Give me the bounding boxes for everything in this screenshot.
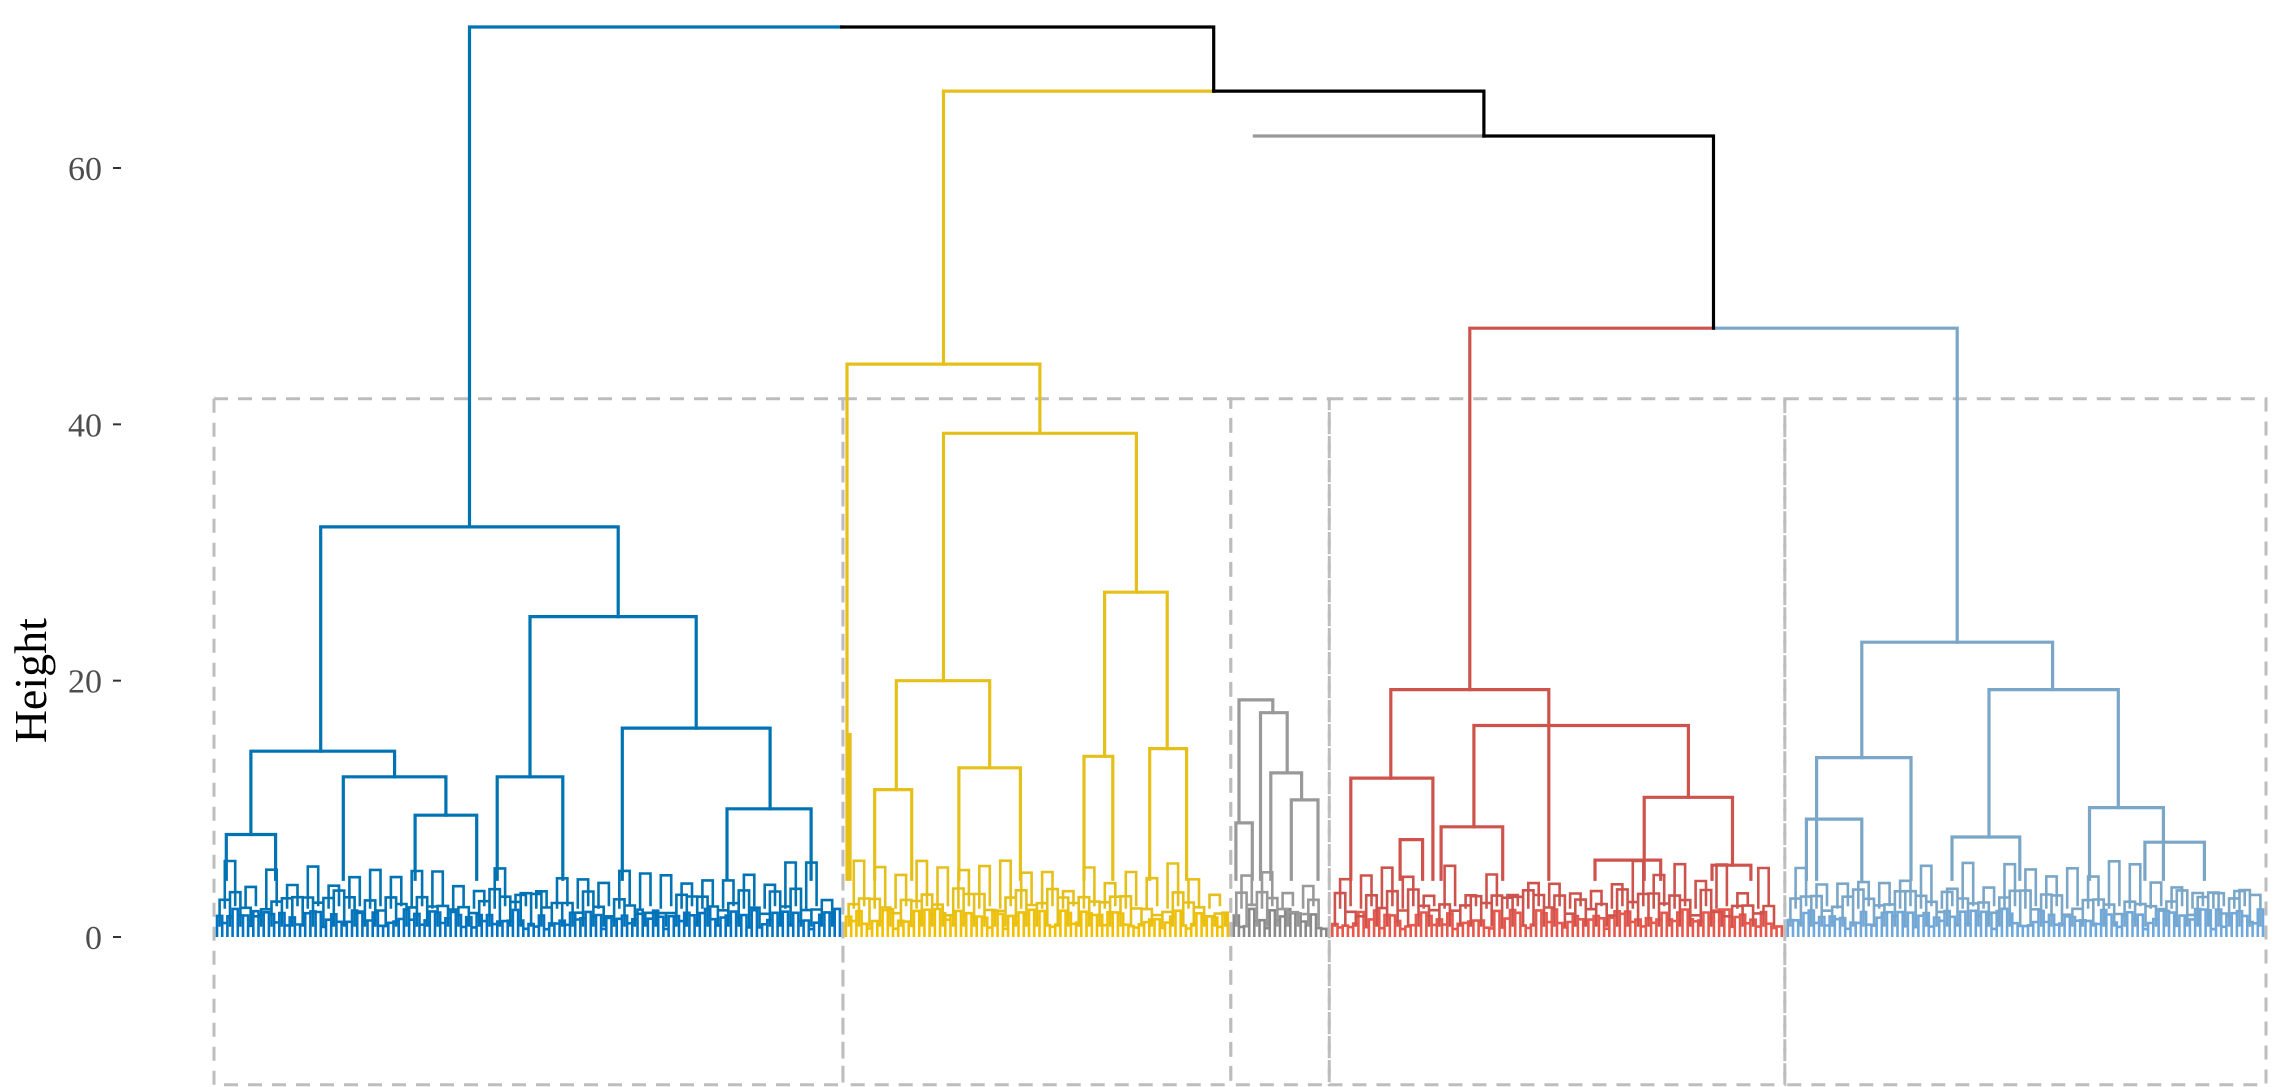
- cluster-box-5: [1783, 397, 2268, 1087]
- merge-root-right: [840, 25, 1216, 93]
- branch-c2-7: [1082, 754, 1115, 881]
- leaf-brackets-c1: [218, 859, 834, 927]
- leaf-brackets-c2: [847, 859, 1227, 927]
- branch-c3-5: [1234, 821, 1254, 881]
- cluster-boxes: [212, 397, 2268, 1087]
- branch-c1-9: [413, 813, 479, 881]
- branch-c2-9: [873, 788, 914, 881]
- leaf-band-c5: [1786, 907, 2265, 937]
- merge-C-left: [1468, 326, 1716, 692]
- branch-c5-4: [1804, 817, 1864, 881]
- branch-c1-5: [495, 775, 565, 881]
- branch-c1-4: [341, 775, 448, 881]
- branch-c3-4: [1289, 798, 1320, 881]
- y-tick-label-0: 0: [85, 920, 102, 957]
- branch-c4-5: [1642, 795, 1735, 881]
- branch-c5-7: [2143, 840, 2206, 881]
- merge-root-left: [467, 25, 844, 529]
- branch-c4-4: [1439, 825, 1505, 881]
- branch-c2-4: [1103, 590, 1169, 758]
- leaf-brackets-c5: [1789, 860, 2262, 927]
- dendrogram-branches: [215, 25, 2265, 937]
- merge-A-right: [1212, 89, 1486, 138]
- branch-c2-3: [894, 679, 992, 792]
- branch-c4-8: [1710, 863, 1753, 881]
- cluster-box-4: [1327, 397, 1787, 1087]
- y-tick-label-60: 60: [68, 151, 102, 188]
- leaf-brackets-c3: [1235, 871, 1320, 927]
- branch-c3-3: [1269, 771, 1304, 881]
- merge-A-left: [941, 89, 1216, 366]
- branch-c1-6: [620, 726, 772, 881]
- merge-C-right: [1711, 326, 1959, 644]
- y-axis-title: Height: [5, 618, 56, 743]
- y-tick-label-40: 40: [68, 407, 102, 444]
- y-tick-label-20: 20: [68, 664, 102, 701]
- branch-c4-3: [1472, 723, 1690, 829]
- branch-c1-1: [319, 525, 620, 753]
- cluster-box-2: [841, 397, 1233, 1087]
- branch-c1-2: [249, 749, 397, 837]
- branch-c2-8: [1148, 747, 1189, 881]
- leaf-band-c4: [1331, 908, 1784, 937]
- branch-c5-1: [1860, 640, 2055, 760]
- branch-c2-6: [845, 732, 852, 881]
- leaf-band-c1: [215, 907, 842, 937]
- branch-c3-1: [1237, 698, 1275, 825]
- branch-c4-1: [1389, 688, 1551, 881]
- merge-B-right: [1482, 134, 1716, 330]
- branch-c5-3: [1987, 688, 2120, 839]
- y-axis: 0 20 40 60: [68, 151, 121, 957]
- branch-c5-6: [1950, 835, 2022, 881]
- branch-c4-6: [1398, 838, 1425, 881]
- branch-c1-7: [725, 807, 813, 881]
- branch-c1-3: [528, 615, 698, 779]
- cluster-box-3: [1229, 397, 1331, 1087]
- branch-c4-2: [1349, 776, 1435, 881]
- branch-c2-2: [941, 431, 1138, 683]
- branch-c4-7: [1593, 858, 1663, 881]
- branch-c1-8: [224, 832, 278, 881]
- branch-c2-5: [957, 766, 1022, 881]
- branch-c3-2: [1258, 711, 1289, 881]
